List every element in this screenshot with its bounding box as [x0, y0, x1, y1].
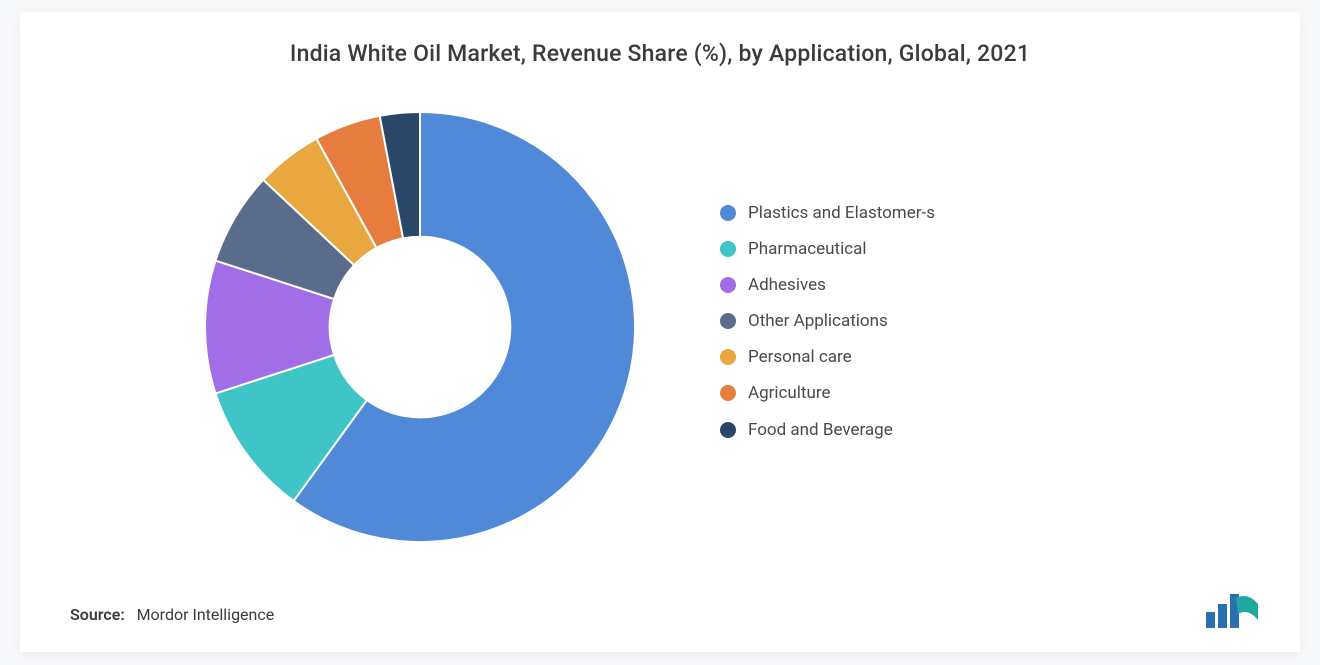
- legend-swatch-6: [720, 422, 736, 438]
- donut-chart-svg: [200, 107, 640, 547]
- legend-item-3: Other Applications: [720, 310, 1040, 332]
- source-label: Source:: [70, 605, 125, 624]
- legend-label-4: Personal care: [748, 346, 852, 368]
- legend-item-0: Plastics and Elastomer-s: [720, 202, 1040, 224]
- logo-bar-2: [1218, 604, 1227, 628]
- legend-item-5: Agriculture: [720, 382, 1040, 404]
- source-value: [129, 605, 137, 624]
- brand-logo: [1204, 590, 1260, 630]
- chart-title: India White Oil Market, Revenue Share (%…: [20, 40, 1300, 67]
- logo-accent: [1236, 596, 1258, 620]
- chart-legend: Plastics and Elastomer-s Pharmaceutical Ad…: [720, 202, 1040, 455]
- legend-label-0: Plastics and Elastomer-s: [748, 202, 935, 224]
- legend-label-6: Food and Beverage: [748, 419, 893, 441]
- legend-label-3: Other Applications: [748, 310, 888, 332]
- legend-item-4: Personal care: [720, 346, 1040, 368]
- donut-chart: [200, 107, 640, 547]
- chart-card: India White Oil Market, Revenue Share (%…: [20, 12, 1300, 652]
- legend-label-5: Agriculture: [748, 382, 831, 404]
- legend-swatch-4: [720, 349, 736, 365]
- brand-logo-svg: [1204, 590, 1260, 630]
- legend-item-1: Pharmaceutical: [720, 238, 1040, 260]
- legend-swatch-0: [720, 205, 736, 221]
- source-name: Mordor Intelligence: [137, 605, 275, 624]
- logo-bar-1: [1206, 612, 1215, 628]
- legend-item-6: Food and Beverage: [720, 419, 1040, 441]
- legend-swatch-3: [720, 313, 736, 329]
- legend-label-2: Adhesives: [748, 274, 826, 296]
- legend-swatch-2: [720, 277, 736, 293]
- legend-label-1: Pharmaceutical: [748, 238, 867, 260]
- legend-swatch-5: [720, 385, 736, 401]
- chart-source: Source: Mordor Intelligence: [70, 605, 274, 624]
- legend-item-2: Adhesives: [720, 274, 1040, 296]
- legend-swatch-1: [720, 241, 736, 257]
